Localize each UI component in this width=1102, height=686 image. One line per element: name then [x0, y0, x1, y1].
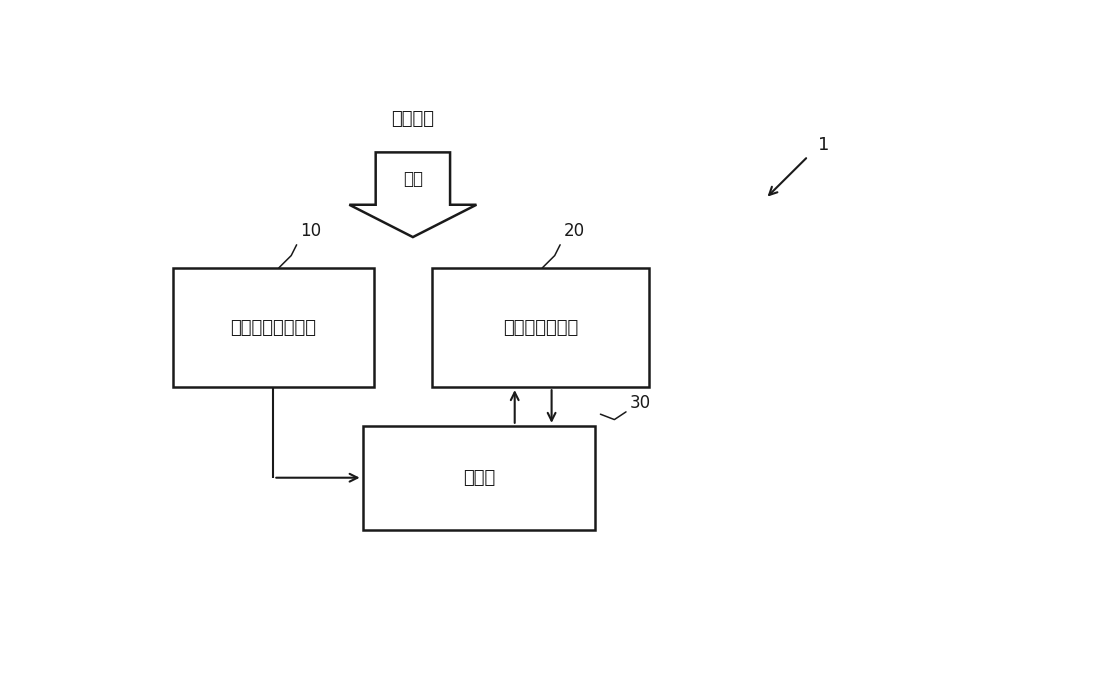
Text: 静電容量センサ: 静電容量センサ — [504, 318, 579, 337]
Text: 圧力: 圧力 — [403, 169, 423, 187]
Text: 30: 30 — [630, 394, 651, 412]
Bar — [173, 268, 374, 387]
Bar — [363, 426, 595, 530]
Text: 検出対象: 検出対象 — [391, 110, 434, 128]
Bar — [432, 268, 649, 387]
Polygon shape — [349, 152, 476, 237]
Text: 演算部: 演算部 — [463, 469, 495, 486]
Text: 20: 20 — [564, 222, 585, 240]
Text: 高分子圧カセンサ: 高分子圧カセンサ — [230, 318, 316, 337]
Text: 10: 10 — [301, 222, 322, 240]
Text: 1: 1 — [818, 136, 830, 154]
